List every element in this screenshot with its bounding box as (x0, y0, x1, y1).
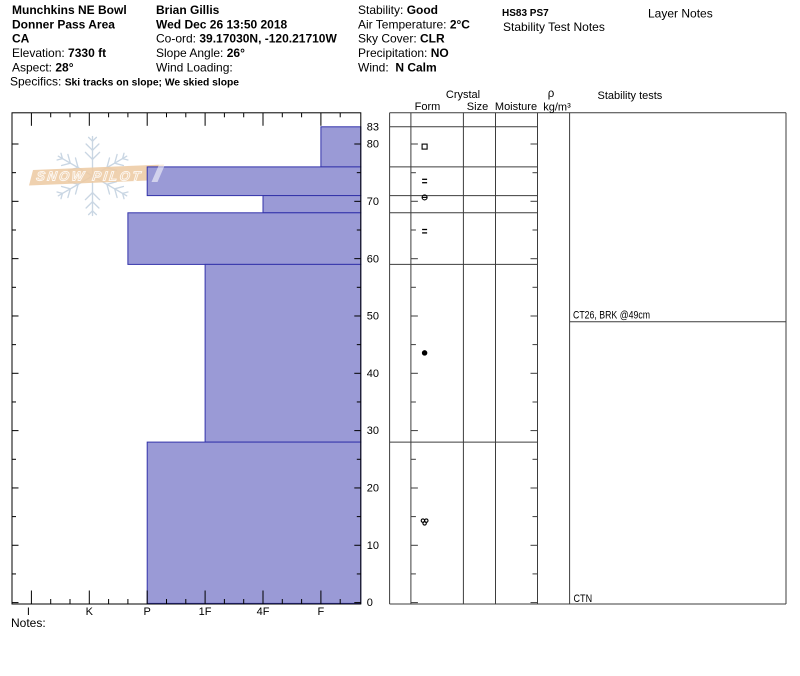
svg-text:70: 70 (367, 196, 379, 208)
svg-text:K: K (86, 606, 94, 618)
svg-text:Size: Size (467, 101, 488, 113)
svg-text:Sky Cover: CLR: Sky Cover: CLR (358, 32, 445, 46)
svg-text:CT26, BRK @49cm: CT26, BRK @49cm (573, 310, 650, 322)
svg-text:0: 0 (367, 597, 373, 609)
svg-text:Moisture: Moisture (495, 101, 537, 113)
svg-text:Air Temperature: 2°C: Air Temperature: 2°C (358, 17, 470, 31)
svg-text:Brian Gillis: Brian Gillis (156, 3, 220, 17)
svg-text:F: F (318, 606, 325, 618)
svg-text:80: 80 (367, 139, 379, 151)
svg-text:CA: CA (12, 32, 30, 46)
svg-text:Wed Dec 26 13:50 2018: Wed Dec 26 13:50 2018 (156, 17, 288, 31)
svg-text:Crystal: Crystal (446, 89, 480, 101)
svg-text:ρ: ρ (548, 88, 555, 100)
svg-text:Stability Test Notes: Stability Test Notes (503, 20, 605, 34)
svg-text:CTN: CTN (574, 593, 593, 605)
svg-text:SNOW PILOT: SNOW PILOT (35, 169, 143, 184)
svg-text:50: 50 (367, 311, 379, 323)
svg-text:Elevation: 7330 ft: Elevation: 7330 ft (12, 46, 106, 60)
svg-text:Form: Form (415, 101, 441, 113)
svg-text:10: 10 (367, 540, 379, 552)
svg-text:Notes:: Notes: (11, 616, 46, 630)
svg-text:Munchkins NE Bowl: Munchkins NE Bowl (12, 3, 127, 17)
svg-text:P: P (144, 606, 151, 618)
svg-text:Precipitation: NO: Precipitation: NO (358, 46, 449, 60)
svg-text:40: 40 (367, 368, 379, 380)
svg-text:20: 20 (367, 483, 379, 495)
svg-text:Stability: Good: Stability: Good (358, 3, 438, 17)
svg-text:Co-ord: 39.17030N, -120.21710W: Co-ord: 39.17030N, -120.21710W (156, 32, 337, 46)
svg-text:60: 60 (367, 253, 379, 265)
svg-text:30: 30 (367, 425, 379, 437)
svg-text:Layer Notes: Layer Notes (648, 7, 713, 21)
svg-text:Stability tests: Stability tests (598, 90, 663, 102)
svg-text:Slope Angle: 26°: Slope Angle: 26° (156, 46, 245, 60)
svg-text:kg/m³: kg/m³ (543, 102, 571, 114)
svg-text:Wind Loading:: Wind Loading: (156, 60, 233, 74)
svg-text:83: 83 (367, 121, 379, 133)
svg-text:4F: 4F (257, 606, 270, 618)
svg-text:Donner Pass Area: Donner Pass Area (12, 17, 115, 31)
svg-text:Specifics: Ski tracks on slope: Specifics: Ski tracks on slope; We skied… (10, 75, 239, 89)
svg-text:Aspect: 28°: Aspect: 28° (12, 60, 74, 74)
svg-text:I: I (27, 606, 30, 618)
svg-text:HS83 PS7: HS83 PS7 (502, 8, 549, 19)
svg-text:1F: 1F (199, 606, 212, 618)
svg-text:Wind: N Calm: Wind: N Calm (358, 60, 437, 74)
